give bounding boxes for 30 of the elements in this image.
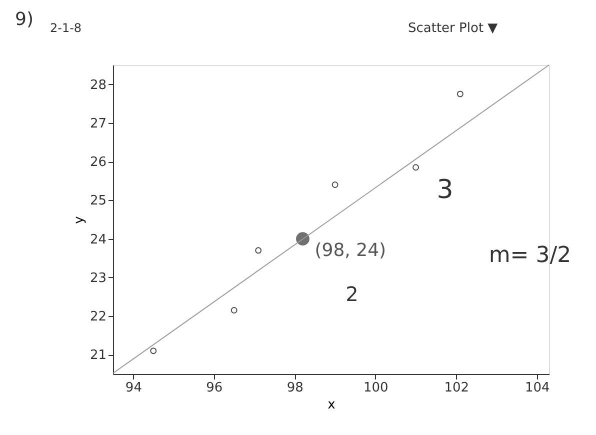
x-tick-label: 104	[524, 380, 550, 396]
y-tick-label: 21	[90, 348, 106, 364]
text: 9)	[15, 9, 34, 30]
point	[296, 232, 310, 246]
x-axis-title: x	[328, 398, 336, 412]
y-tick-label: 23	[90, 270, 106, 286]
y-axis-title: y	[72, 216, 87, 224]
point	[230, 307, 238, 314]
text: 2-1-8	[50, 21, 82, 35]
y-tick-label: 28	[90, 78, 106, 93]
text: Scatter Plot ▼	[408, 21, 498, 36]
point	[150, 348, 157, 354]
x-tick-label: 98	[286, 380, 304, 396]
annotation: 2	[346, 282, 358, 306]
point	[456, 90, 464, 98]
y-tick-label: 26	[90, 155, 106, 170]
point	[332, 182, 338, 188]
x-tick-label: 96	[206, 380, 223, 396]
point	[255, 247, 262, 254]
annotation: m= 3/2	[488, 243, 572, 268]
y-tick-label: 24	[90, 232, 106, 248]
annotation: 3	[436, 175, 454, 205]
y-tick-label: 22	[90, 310, 106, 325]
point	[412, 164, 420, 171]
x-tick-label: 102	[444, 380, 470, 396]
x-tick-label: 100	[363, 380, 388, 396]
y-tick-label: 25	[90, 194, 106, 209]
x-tick-label: 94	[125, 380, 142, 396]
y-tick-label: 27	[90, 116, 106, 132]
annotation: (98, 24)	[314, 240, 386, 261]
